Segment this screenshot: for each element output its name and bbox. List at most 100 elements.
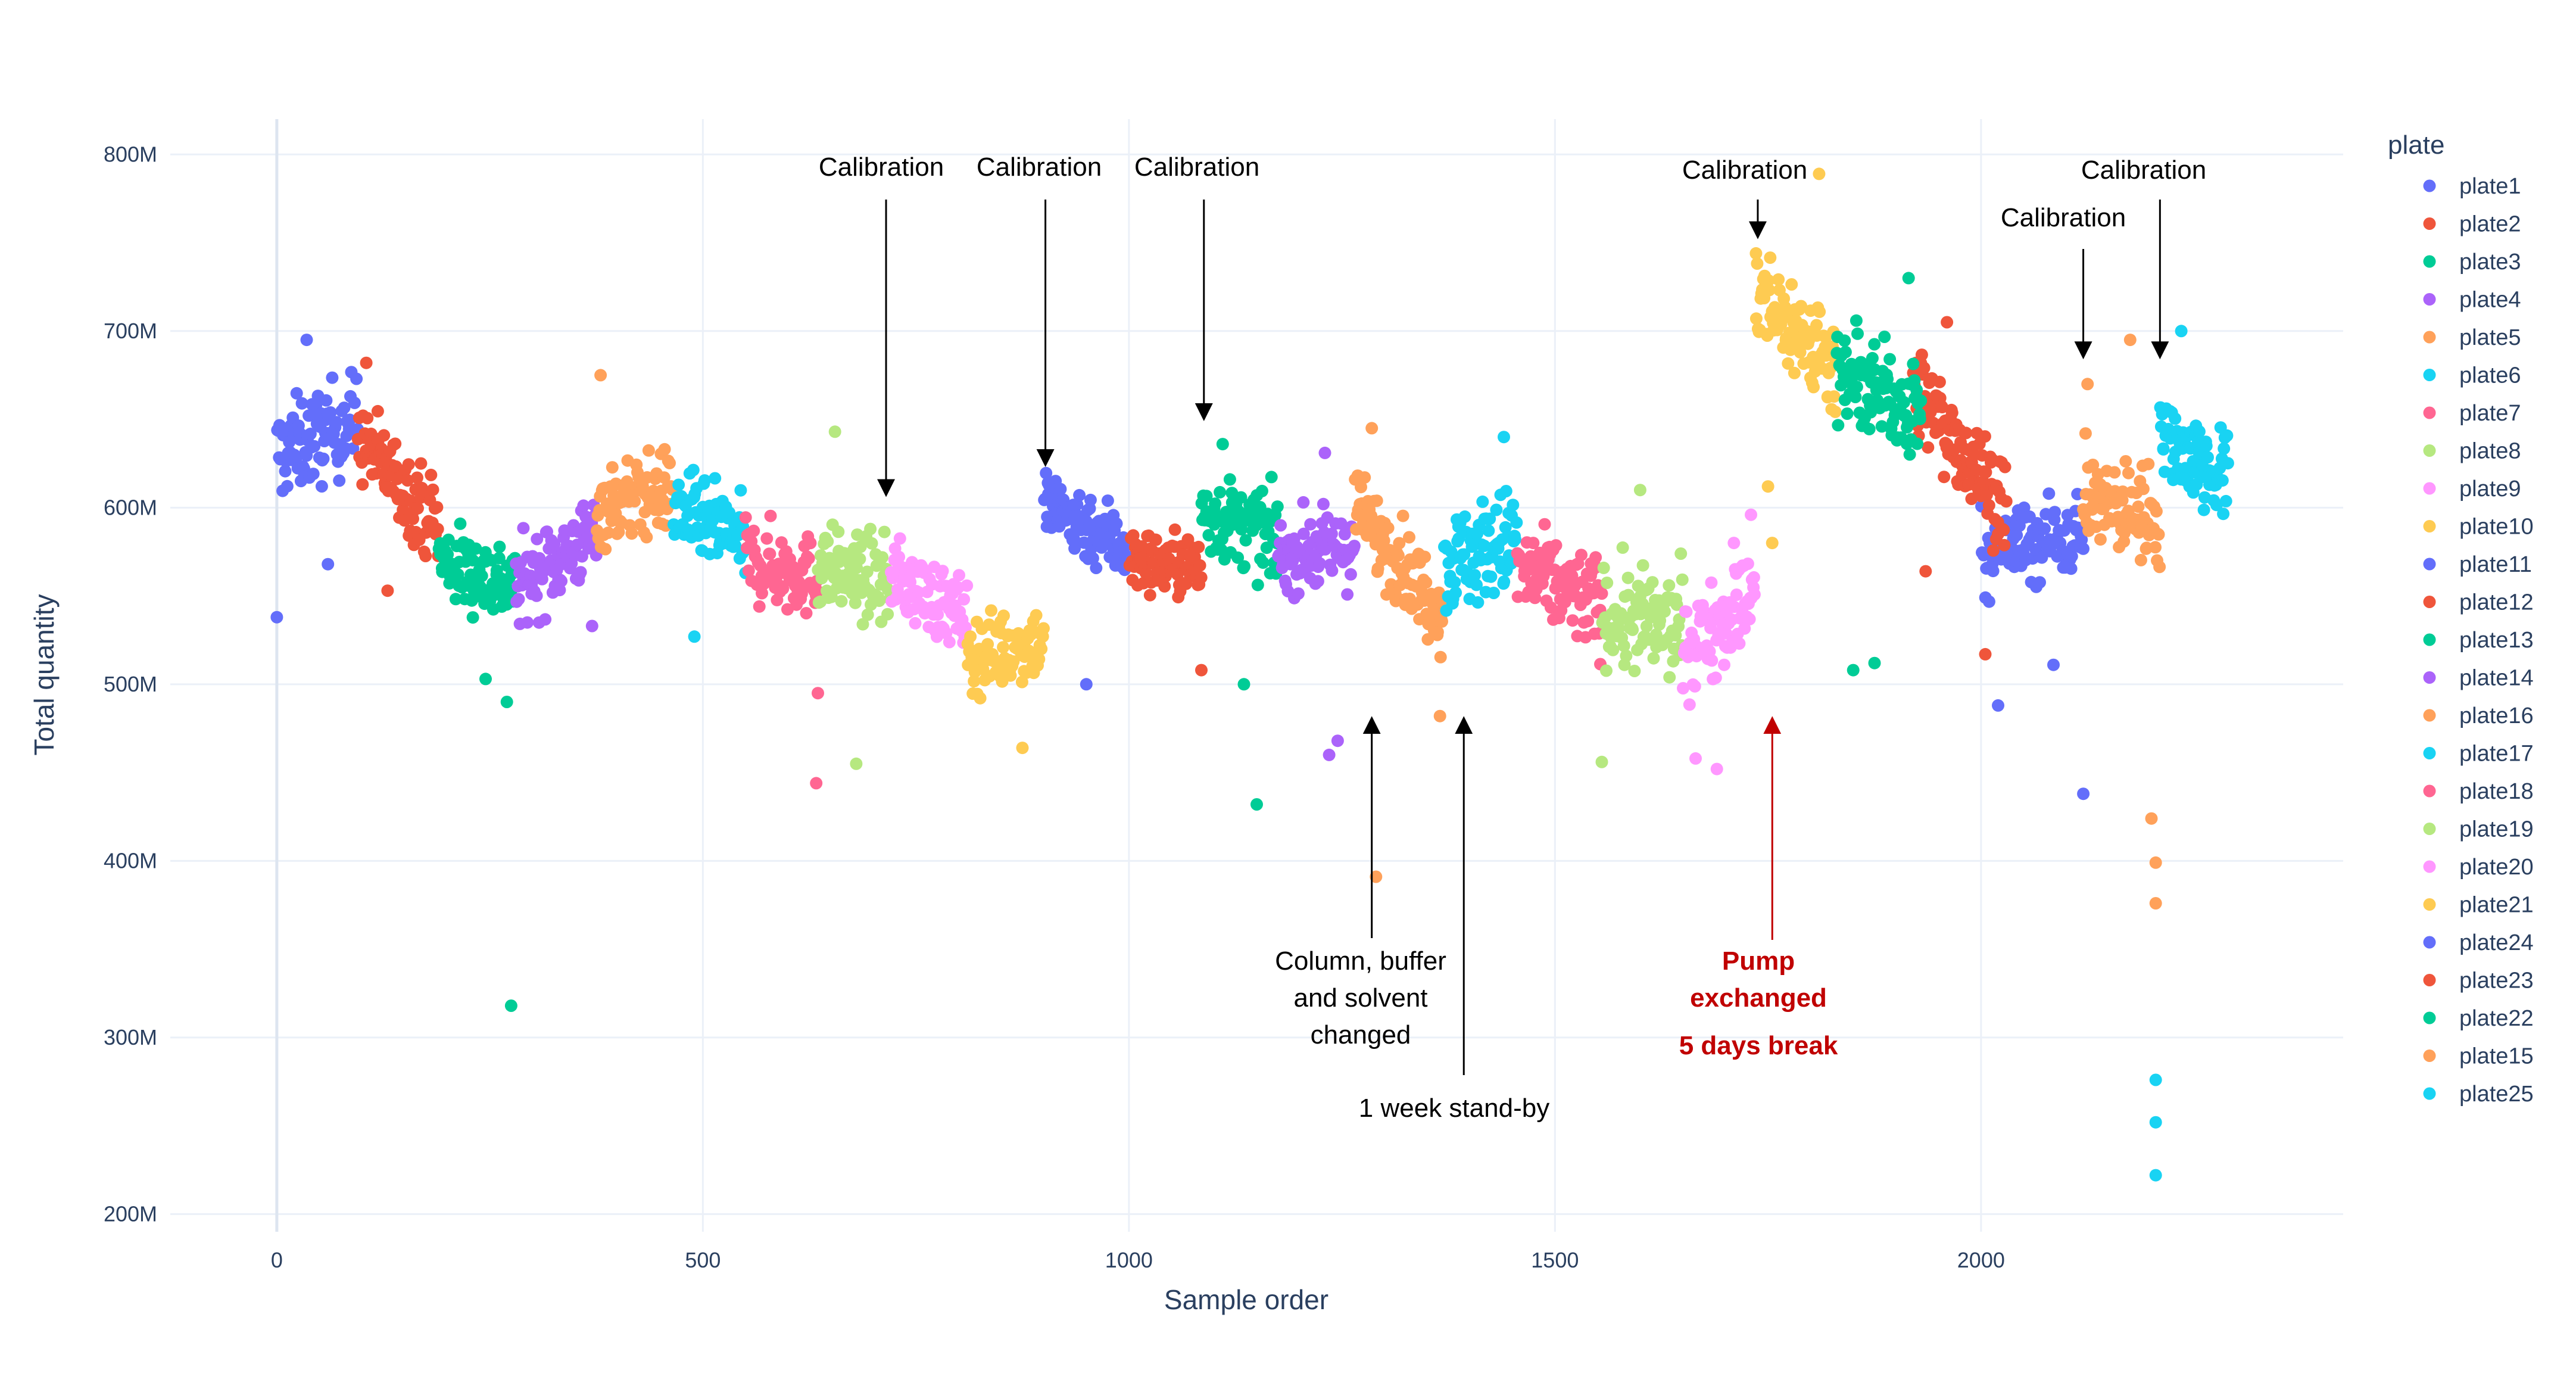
legend-item-plate20[interactable]: plate20 [2423, 855, 2534, 880]
data-point [1810, 319, 1823, 332]
legend-item-plate2[interactable]: plate2 [2423, 212, 2521, 237]
data-point [2218, 442, 2231, 455]
y-tick-label: 500M [104, 672, 157, 696]
legend-item-plate6[interactable]: plate6 [2423, 363, 2521, 388]
legend-item-plate12[interactable]: plate12 [2423, 590, 2534, 615]
data-point [764, 509, 777, 522]
outlier-point [1689, 752, 1702, 765]
legend-item-plate22[interactable]: plate22 [2423, 1006, 2534, 1031]
data-point [2221, 429, 2234, 442]
legend-item-plate14[interactable]: plate14 [2423, 666, 2534, 691]
data-point [1304, 518, 1317, 531]
x-tick-label: 1000 [1105, 1248, 1153, 1272]
outlier-point [828, 425, 841, 438]
data-point [709, 472, 722, 485]
data-point [642, 444, 655, 457]
legend-marker [2423, 823, 2436, 835]
data-point [1913, 412, 1926, 425]
legend-label: plate15 [2459, 1044, 2534, 1069]
legend-marker [2423, 293, 2436, 306]
legend-item-plate10[interactable]: plate10 [2423, 515, 2534, 540]
data-point [756, 587, 768, 600]
legend-item-plate7[interactable]: plate7 [2423, 401, 2521, 426]
outlier-point [381, 584, 394, 597]
legend-item-plate3[interactable]: plate3 [2423, 250, 2521, 275]
data-point [2132, 500, 2145, 513]
data-point [425, 468, 438, 481]
legend-item-plate19[interactable]: plate19 [2423, 817, 2534, 842]
legend-item-plate15[interactable]: plate15 [2423, 1044, 2534, 1069]
data-point [1256, 556, 1270, 569]
data-point [802, 552, 815, 565]
data-point [1168, 523, 1181, 536]
data-point [1982, 499, 1995, 512]
data-point [1483, 512, 1496, 525]
data-point [1421, 633, 1434, 646]
data-point [2200, 440, 2213, 453]
data-point [517, 522, 530, 535]
data-point [2034, 576, 2046, 589]
legend-item-plate21[interactable]: plate21 [2423, 893, 2534, 918]
data-point [2149, 541, 2162, 554]
data-point [853, 552, 866, 565]
series-plate5 [591, 369, 679, 556]
series-plate2 [351, 356, 445, 597]
data-point [2108, 466, 2121, 479]
outlier-point [2081, 378, 2094, 391]
data-point [280, 479, 294, 493]
outlier-point [504, 999, 517, 1012]
legend-label: plate25 [2459, 1082, 2534, 1107]
legend-item-plate23[interactable]: plate23 [2423, 968, 2534, 994]
data-point [315, 480, 328, 493]
legend-item-plate1[interactable]: plate1 [2423, 174, 2521, 199]
data-point [350, 372, 363, 385]
data-point [1772, 273, 1785, 286]
data-point [1676, 573, 1689, 586]
data-point [1986, 565, 2000, 578]
legend-item-plate24[interactable]: plate24 [2423, 930, 2534, 955]
data-point [1507, 499, 1520, 512]
data-point [466, 611, 479, 624]
legend-item-plate8[interactable]: plate8 [2423, 439, 2521, 464]
data-point [1839, 345, 1852, 359]
outlier-point [1433, 709, 1446, 722]
series-plate9 [885, 532, 974, 649]
data-point [2153, 560, 2166, 574]
legend-marker [2423, 1011, 2436, 1024]
data-point [1458, 510, 1471, 523]
legend-item-plate16[interactable]: plate16 [2423, 703, 2534, 728]
legend-item-plate9[interactable]: plate9 [2423, 477, 2521, 502]
data-point [800, 607, 813, 619]
legend-label: plate21 [2459, 893, 2534, 918]
legend-item-plate13[interactable]: plate13 [2423, 628, 2534, 653]
data-point [1709, 671, 1722, 684]
data-point [1344, 568, 1357, 581]
legend-label: plate7 [2459, 401, 2521, 426]
data-point [1915, 348, 1928, 362]
outlier-point [270, 611, 283, 624]
data-point [419, 550, 432, 562]
data-point [1510, 516, 1523, 529]
legend-item-plate17[interactable]: plate17 [2423, 742, 2534, 767]
data-point [849, 596, 862, 609]
series-plate15 [2077, 334, 2166, 910]
outlier-point [688, 630, 701, 643]
data-point [1589, 551, 1602, 564]
legend-label: plate23 [2459, 968, 2534, 994]
legend-item-plate11[interactable]: plate11 [2423, 552, 2532, 577]
data-point [763, 547, 776, 560]
data-point [1945, 406, 1958, 419]
data-point [1978, 430, 1991, 443]
data-point [320, 394, 333, 407]
legend[interactable]: plate plate1 plate2 plate3 plate4 plate5 plate… [2388, 130, 2534, 1107]
data-point [804, 537, 817, 550]
legend-item-plate5[interactable]: plate5 [2423, 325, 2521, 350]
outlier-point [1016, 742, 1029, 755]
data-point [361, 412, 374, 425]
data-point [1235, 523, 1248, 536]
legend-marker [2423, 444, 2436, 457]
legend-item-plate18[interactable]: plate18 [2423, 779, 2534, 804]
data-point [2217, 507, 2230, 521]
legend-item-plate25[interactable]: plate25 [2423, 1082, 2534, 1107]
legend-item-plate4[interactable]: plate4 [2423, 288, 2521, 313]
